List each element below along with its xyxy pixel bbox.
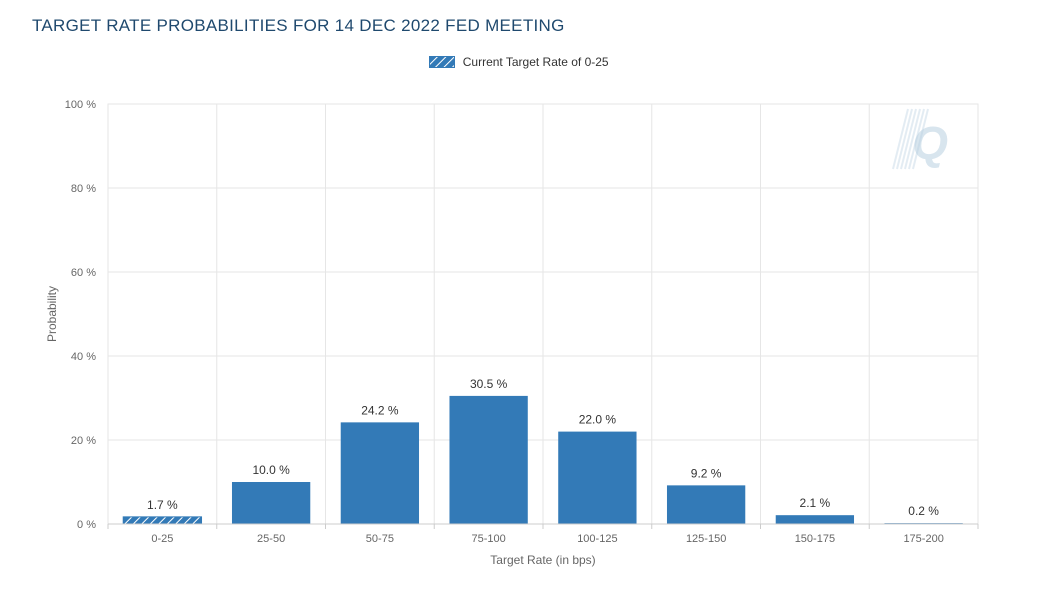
bar-value-label: 24.2 % xyxy=(361,403,399,417)
x-tick-label: 150-175 xyxy=(795,533,835,545)
x-tick-label: 75-100 xyxy=(471,533,505,545)
legend-swatch-icon xyxy=(429,56,455,68)
chart-plot: Q 1.7 % 10.0 % 24.2 % 30.5 % 22.0 % 9.2 % 2.1 … xyxy=(28,94,1018,584)
y-tick-label: 20 % xyxy=(71,435,96,447)
legend-label: Current Target Rate of 0-25 xyxy=(463,55,609,69)
bar xyxy=(776,515,854,524)
bar xyxy=(341,422,419,524)
x-tick-label: 50-75 xyxy=(366,533,394,545)
bar-value-label: 10.0 % xyxy=(252,463,290,477)
watermark-icon: Q xyxy=(893,109,948,169)
bar xyxy=(558,432,636,524)
legend: Current Target Rate of 0-25 xyxy=(0,54,1038,69)
y-axis-title: Probability xyxy=(45,286,59,342)
y-tick-label: 40 % xyxy=(71,351,96,363)
bar-value-label: 30.5 % xyxy=(470,377,508,391)
x-tick-label: 25-50 xyxy=(257,533,285,545)
bar-value-label: 9.2 % xyxy=(691,466,722,480)
x-axis-title: Target Rate (in bps) xyxy=(490,553,595,567)
x-tick-label: 100-125 xyxy=(577,533,617,545)
bar-value-label: 0.2 % xyxy=(908,504,939,518)
grid xyxy=(108,104,978,524)
bar xyxy=(449,396,527,524)
bar xyxy=(123,517,201,524)
y-tick-label: 60 % xyxy=(71,267,96,279)
x-tick-label: 125-150 xyxy=(686,533,726,545)
bar-value-label: 2.1 % xyxy=(800,496,831,510)
y-tick-label: 80 % xyxy=(71,183,96,195)
bar xyxy=(667,485,745,524)
bar-value-label: 22.0 % xyxy=(579,413,617,427)
x-tick-label: 0-25 xyxy=(151,533,173,545)
svg-text:Q: Q xyxy=(912,117,948,169)
bar-value-label: 1.7 % xyxy=(147,498,178,512)
y-tick-label: 0 % xyxy=(77,519,96,531)
y-tick-label: 100 % xyxy=(65,99,96,111)
x-tick-label: 175-200 xyxy=(903,533,943,545)
chart-title: TARGET RATE PROBABILITIES FOR 14 DEC 202… xyxy=(0,0,1038,36)
bar xyxy=(232,482,310,524)
